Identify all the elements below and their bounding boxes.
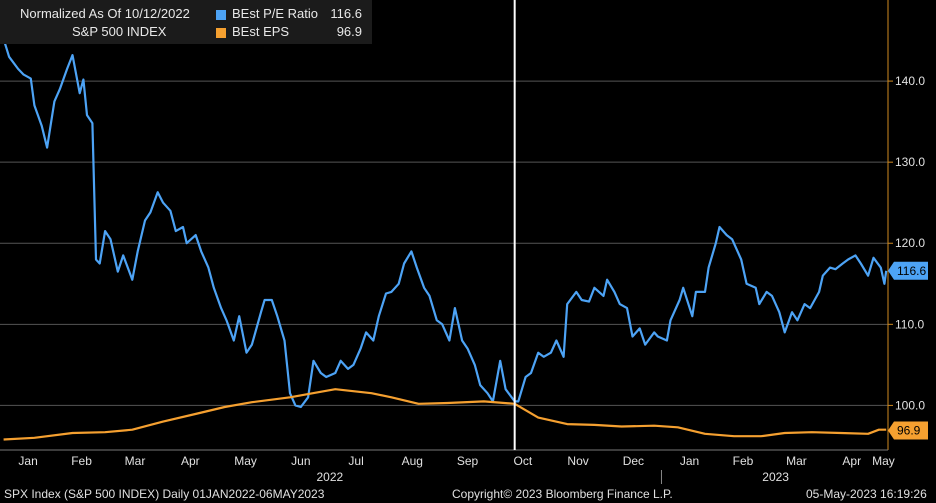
legend: Normalized As Of 10/12/2022 S&P 500 INDE… — [0, 0, 372, 44]
legend-label-eps: BEst EPS — [232, 24, 290, 39]
x-tick-label-16: May — [872, 454, 895, 468]
y-tick-label-1: 110.0 — [895, 317, 924, 331]
legend-value-eps: 96.9 — [336, 24, 362, 39]
y-tick-label-4: 140.0 — [895, 74, 925, 88]
x-tick-label-3: Apr — [181, 454, 200, 468]
x-tick-label-10: Nov — [567, 454, 588, 468]
footer-source: SPX Index (S&P 500 INDEX) Daily 01JAN202… — [4, 487, 325, 501]
legend-title: Normalized As Of 10/12/2022 — [20, 6, 190, 21]
legend-value-pe: 116.6 — [330, 6, 362, 21]
y-tick-label-2: 120.0 — [895, 236, 925, 250]
x-tick-label-9: Oct — [513, 454, 532, 468]
x-tick-label-5: Jun — [291, 454, 310, 468]
series-line-eps — [3, 388, 887, 441]
x-tick-label-0: Jan — [18, 454, 37, 468]
x-tick-label-1: Feb — [71, 454, 92, 468]
legend-swatch-pe — [216, 10, 226, 20]
series-line-pe-ratio — [2, 38, 888, 409]
x-tick-label-14: Mar — [786, 454, 807, 468]
footer: SPX Index (S&P 500 INDEX) Daily 01JAN202… — [0, 485, 936, 503]
x-tick-label-7: Aug — [402, 454, 423, 468]
last-value-label-pe-ratio: 116.6 — [897, 264, 926, 278]
x-tick-label-13: Feb — [733, 454, 754, 468]
legend-subtitle: S&P 500 INDEX — [72, 24, 167, 39]
x-tick-label-6: Jul — [348, 454, 363, 468]
x-tick-label-11: Dec — [623, 454, 644, 468]
year-label-2022: 2022 — [316, 470, 343, 484]
legend-label-pe: BEst P/E Ratio — [232, 6, 318, 21]
x-tick-label-15: Apr — [842, 454, 861, 468]
x-tick-label-8: Sep — [457, 454, 479, 468]
legend-swatch-eps — [216, 28, 226, 38]
x-tick-label-4: May — [234, 454, 257, 468]
y-tick-label-0: 100.0 — [895, 398, 925, 412]
last-value-badge-eps — [888, 421, 928, 440]
last-value-label-eps: 96.9 — [897, 424, 921, 438]
x-tick-label-12: Jan — [680, 454, 699, 468]
x-tick-label-2: Mar — [125, 454, 146, 468]
footer-copyright: Copyright© 2023 Bloomberg Finance L.P. — [452, 487, 673, 501]
footer-timestamp: 05-May-2023 16:19:26 — [806, 487, 927, 501]
last-value-badge-pe-ratio — [888, 261, 928, 280]
y-tick-label-3: 130.0 — [895, 155, 925, 169]
year-label-2023: 2023 — [762, 470, 789, 484]
